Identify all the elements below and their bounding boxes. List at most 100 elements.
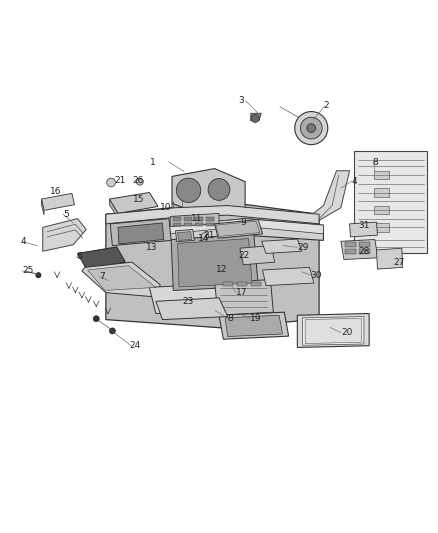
- Circle shape: [177, 178, 201, 203]
- Polygon shape: [154, 219, 323, 241]
- Polygon shape: [303, 317, 364, 345]
- Text: 19: 19: [251, 314, 262, 323]
- Text: 11: 11: [191, 214, 202, 223]
- Polygon shape: [341, 239, 378, 260]
- Polygon shape: [149, 284, 223, 313]
- Polygon shape: [42, 199, 44, 215]
- Polygon shape: [374, 171, 389, 180]
- Text: 14: 14: [198, 233, 209, 243]
- Polygon shape: [178, 232, 191, 240]
- Polygon shape: [354, 151, 427, 254]
- Text: 21: 21: [115, 176, 126, 185]
- Bar: [345, 249, 356, 254]
- Polygon shape: [42, 193, 74, 211]
- Polygon shape: [261, 239, 302, 254]
- Text: 2: 2: [323, 101, 329, 110]
- Polygon shape: [106, 206, 319, 224]
- Polygon shape: [176, 230, 194, 241]
- Polygon shape: [240, 246, 275, 265]
- Polygon shape: [154, 219, 323, 235]
- Circle shape: [307, 124, 316, 133]
- Circle shape: [110, 328, 116, 334]
- Polygon shape: [215, 221, 260, 237]
- Text: 22: 22: [239, 251, 250, 260]
- Polygon shape: [110, 219, 171, 246]
- Text: 6: 6: [76, 253, 82, 261]
- Bar: [359, 249, 370, 254]
- Text: 10: 10: [160, 203, 172, 212]
- Text: 8: 8: [372, 158, 378, 166]
- Bar: [195, 217, 203, 221]
- Circle shape: [251, 115, 259, 123]
- Bar: [184, 217, 192, 221]
- Bar: [206, 217, 214, 221]
- Text: 29: 29: [297, 243, 309, 252]
- Polygon shape: [172, 168, 245, 215]
- Polygon shape: [374, 223, 389, 232]
- Text: 24: 24: [130, 341, 141, 350]
- Bar: [359, 242, 370, 247]
- Polygon shape: [171, 234, 258, 290]
- Polygon shape: [305, 318, 361, 344]
- Text: 28: 28: [358, 247, 370, 256]
- Bar: [184, 223, 192, 227]
- Bar: [251, 282, 261, 286]
- Bar: [223, 282, 233, 286]
- Polygon shape: [118, 223, 164, 244]
- Text: 4: 4: [21, 237, 27, 246]
- Polygon shape: [225, 315, 283, 336]
- Text: 31: 31: [358, 221, 370, 230]
- Text: 20: 20: [341, 328, 352, 337]
- Polygon shape: [215, 279, 273, 315]
- Bar: [173, 217, 181, 221]
- Polygon shape: [377, 248, 403, 269]
- Polygon shape: [156, 298, 228, 320]
- Circle shape: [295, 111, 328, 144]
- Bar: [195, 223, 203, 227]
- Text: 16: 16: [50, 187, 62, 196]
- Text: 8: 8: [228, 314, 233, 323]
- Polygon shape: [110, 192, 158, 213]
- Text: 3: 3: [239, 96, 244, 105]
- Bar: [345, 242, 356, 247]
- Polygon shape: [262, 268, 314, 286]
- Polygon shape: [82, 262, 160, 297]
- Text: 1: 1: [150, 158, 156, 167]
- Circle shape: [136, 178, 143, 185]
- Text: 4: 4: [352, 177, 357, 185]
- Polygon shape: [170, 213, 219, 227]
- Polygon shape: [106, 202, 319, 328]
- Bar: [173, 223, 181, 227]
- Polygon shape: [88, 265, 156, 290]
- Polygon shape: [110, 199, 118, 219]
- Bar: [237, 282, 247, 286]
- Text: 15: 15: [133, 196, 145, 205]
- Text: 21: 21: [204, 231, 215, 240]
- Polygon shape: [78, 247, 125, 269]
- Polygon shape: [251, 114, 261, 120]
- Text: 7: 7: [99, 272, 105, 281]
- Text: 17: 17: [237, 288, 248, 297]
- Circle shape: [93, 316, 99, 322]
- Polygon shape: [178, 239, 252, 287]
- Circle shape: [300, 117, 322, 139]
- Text: 13: 13: [146, 243, 158, 252]
- Text: 25: 25: [22, 266, 34, 276]
- Polygon shape: [297, 313, 369, 348]
- Text: 27: 27: [393, 257, 404, 266]
- Text: 5: 5: [63, 210, 69, 219]
- Polygon shape: [43, 219, 86, 251]
- Circle shape: [36, 272, 41, 278]
- Polygon shape: [219, 312, 289, 339]
- Bar: [206, 223, 214, 227]
- Circle shape: [208, 179, 230, 200]
- Text: 9: 9: [240, 217, 246, 227]
- Circle shape: [107, 178, 116, 187]
- Polygon shape: [215, 220, 262, 238]
- Text: 26: 26: [132, 176, 143, 185]
- Polygon shape: [350, 222, 378, 237]
- Text: 23: 23: [182, 297, 194, 306]
- Text: 30: 30: [311, 271, 322, 280]
- Polygon shape: [172, 204, 201, 224]
- Circle shape: [201, 232, 208, 239]
